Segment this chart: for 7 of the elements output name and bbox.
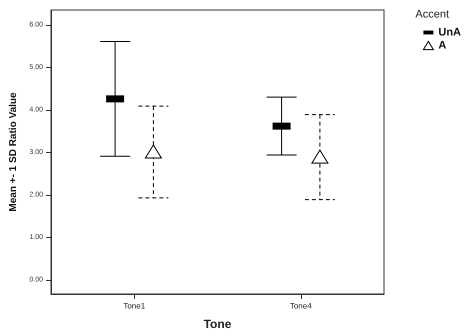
x-tick-label: Tone1: [123, 302, 146, 310]
x-axis-title: Tone: [204, 317, 232, 331]
legend-label: A: [438, 40, 446, 52]
legend-label: UnA: [438, 26, 462, 38]
y-axis-title: Mean +- 1 SD Ratio Value: [8, 92, 19, 212]
x-tick-label: Tone4: [290, 302, 312, 310]
legend-title: Accent: [415, 8, 450, 20]
